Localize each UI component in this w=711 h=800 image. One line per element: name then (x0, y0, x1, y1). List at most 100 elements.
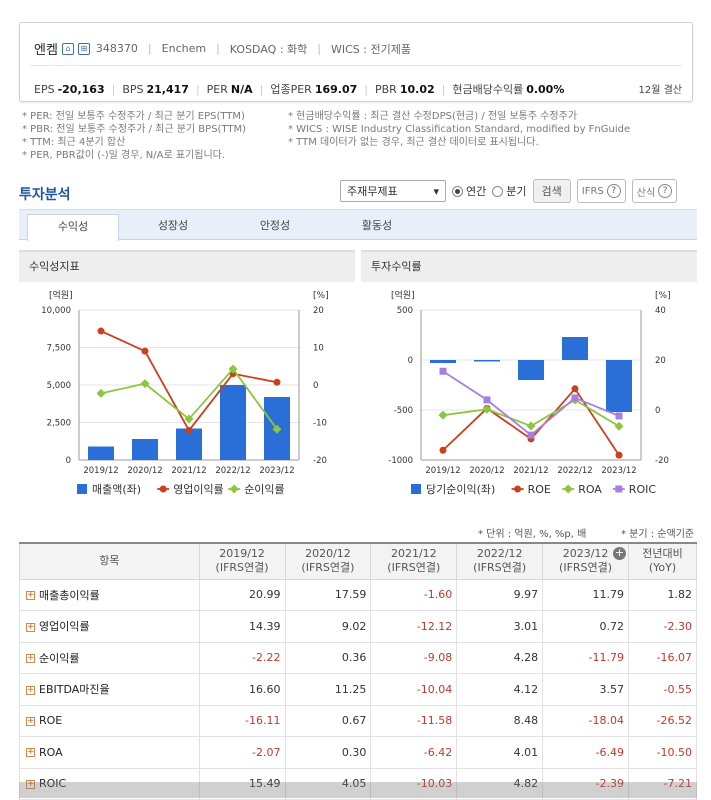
left-tick-label: 10,000 (41, 306, 71, 316)
profitability-table: 항목 2019/12 (IFRS연결) 2020/12 (IFRS연결) 202… (19, 542, 697, 800)
table-cell: -0.55 (628, 673, 697, 706)
col-header: 2023/12 (IFRS연결) + (542, 542, 629, 580)
table-cell: -6.49 (542, 736, 629, 769)
tab-profitability[interactable]: 수익성 (27, 214, 119, 241)
left-tick-label: -1000 (388, 456, 413, 466)
stat-industry-per: 업종PER 169.07 (270, 83, 358, 96)
left-tick-label: 0 (66, 456, 71, 466)
expand-plus-icon[interactable]: + (26, 778, 35, 789)
table-cell: 9.97 (456, 578, 544, 611)
left-tick-label: 2,500 (47, 419, 71, 429)
radio-quarterly[interactable]: 분기 (492, 183, 527, 199)
series-point (614, 421, 624, 431)
expand-plus-icon[interactable]: + (613, 546, 626, 560)
series-point (140, 379, 150, 389)
table-row: + ROE -16.11 0.67 -11.58 8.48 -18.04 -26.52 (19, 704, 697, 737)
right-tick-label: 0 (313, 381, 318, 391)
tab-stability[interactable]: 안정성 (259, 219, 291, 232)
building-icon[interactable]: ⌂ (61, 42, 74, 55)
wics-sector: WICS : 전기제품 (330, 42, 411, 56)
stat-pbr: PBR 10.02 (375, 82, 435, 96)
series-point (571, 394, 579, 402)
table-row: + EBITDA마진율 16.60 11.25 -10.04 4.12 3.57 -0.55 (19, 673, 697, 706)
bar (562, 337, 588, 360)
table-cell: 3.01 (456, 610, 544, 643)
left-axis-unit: [억원] (391, 289, 415, 301)
bar (88, 446, 114, 460)
quarter-note: * 분기 : 순액기준 (621, 529, 695, 540)
col-header: 항목 (19, 542, 200, 580)
table-cell: -1.60 (370, 578, 458, 611)
analysis-controls: 주재무제표 ▾ 연간 분기 검색 IFRS? 산식? (340, 179, 678, 203)
col-header: 2020/12 (IFRS연결) (284, 542, 372, 580)
table-cell: 4.82 (456, 767, 544, 800)
series-point (571, 385, 579, 393)
table-cell: 17.59 (284, 578, 372, 611)
row-label[interactable]: + ROA (19, 736, 200, 769)
chart-title: 수익성지표 (19, 252, 355, 282)
tab-activity[interactable]: 활동성 (361, 219, 393, 232)
expand-plus-icon[interactable]: + (26, 684, 35, 695)
table-cell: -26.52 (628, 704, 697, 737)
legend-marker (514, 485, 522, 493)
table-cell: -9.08 (370, 641, 458, 674)
expand-plus-icon[interactable]: + (26, 653, 35, 664)
table-cell: 16.60 (198, 673, 286, 706)
table-cell: 4.12 (456, 673, 544, 706)
legend-label: 매출액(좌) (92, 483, 141, 496)
series-point (185, 426, 193, 434)
right-axis-unit: [%] (313, 291, 329, 301)
search-button[interactable]: 검색 (532, 179, 571, 203)
right-axis-unit: [%] (655, 291, 671, 301)
series-point (482, 404, 492, 414)
x-tick-label: 2019/12 (83, 466, 118, 476)
legend-label: 당기순이익(좌) (426, 483, 495, 496)
right-tick-label: -20 (313, 456, 327, 466)
row-label[interactable]: + 매출총이익률 (19, 578, 200, 611)
table-cell: -2.39 (542, 767, 629, 800)
series-point (228, 364, 238, 374)
row-label[interactable]: + 영업이익률 (19, 610, 200, 643)
x-tick-label: 2023/12 (601, 466, 636, 476)
row-label[interactable]: + 순이익률 (19, 641, 200, 674)
legend-swatch (411, 484, 421, 494)
right-tick-label: -20 (655, 456, 669, 466)
left-tick-label: 0 (408, 356, 413, 366)
bar (132, 439, 158, 460)
expand-plus-icon[interactable]: + (26, 747, 35, 758)
stat-per: PER N/A (206, 82, 253, 96)
right-tick-label: 0 (655, 406, 660, 416)
series-point (526, 421, 536, 431)
col-header: 2022/12 (IFRS연결) (456, 542, 544, 580)
row-label[interactable]: + ROIC (19, 767, 200, 800)
table-cell: -16.11 (198, 704, 286, 737)
statement-select[interactable]: 주재무제표 ▾ (340, 180, 446, 202)
col-header: 2019/12 (IFRS연결) (198, 542, 286, 580)
table-cell: 11.25 (284, 673, 372, 706)
legend-label: 순이익률 (244, 483, 284, 496)
legend-marker (159, 485, 167, 493)
x-tick-label: 2022/12 (557, 466, 592, 476)
radio-annual[interactable]: 연간 (452, 183, 486, 199)
formula-help-button[interactable]: 산식? (631, 179, 678, 203)
expand-plus-icon[interactable]: + (26, 621, 35, 632)
market-sector: KOSDAQ : 화학 (229, 42, 308, 56)
series-point (184, 414, 194, 424)
legend-label: 영업이익률 (173, 483, 224, 496)
series-point (439, 367, 447, 375)
legend-marker (563, 484, 573, 494)
table-cell: -10.50 (628, 736, 697, 769)
expand-plus-icon[interactable]: + (26, 715, 35, 726)
table-row: + 순이익률 -2.22 0.36 -9.08 4.28 -11.79 -16.07 (19, 641, 697, 674)
series-point (141, 347, 149, 355)
series-point (438, 410, 448, 420)
legend-label: ROIC (629, 483, 657, 496)
stat-eps: EPS -20,163 (34, 82, 105, 96)
ifrs-help-button[interactable]: IFRS? (576, 179, 626, 203)
home-icon[interactable]: ⊞ (77, 42, 90, 55)
row-label[interactable]: + EBITDA마진율 (19, 673, 200, 706)
row-label[interactable]: + ROE (19, 704, 200, 737)
help-icon: ? (606, 184, 621, 198)
expand-plus-icon[interactable]: + (26, 590, 35, 601)
tab-growth[interactable]: 성장성 (157, 219, 189, 232)
